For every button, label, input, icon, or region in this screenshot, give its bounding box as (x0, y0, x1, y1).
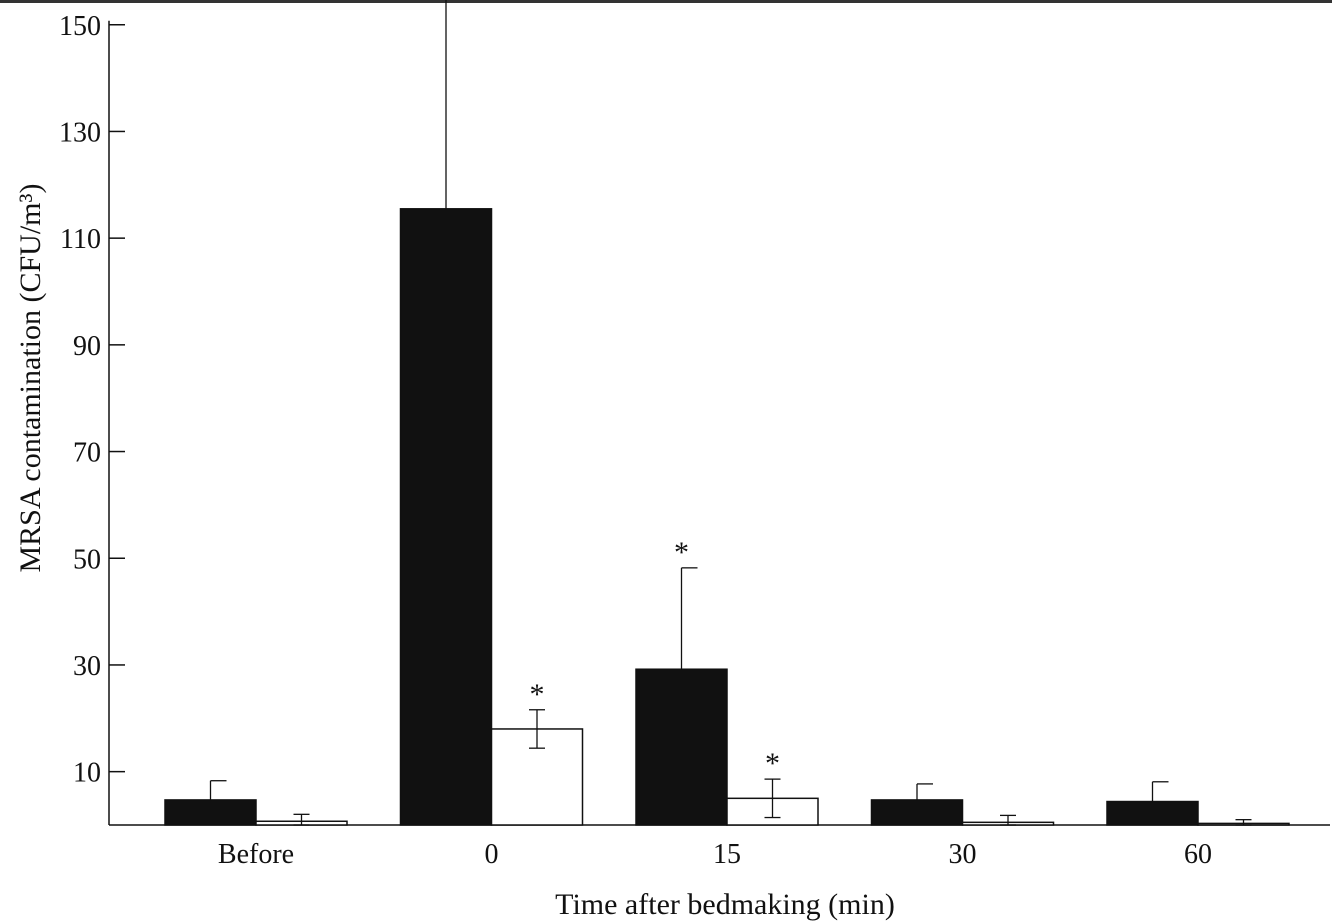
error-bars (209, 0, 1252, 826)
top-border-line (0, 0, 1332, 3)
y-tick-label: 150 (59, 11, 101, 42)
bar (164, 799, 257, 826)
bar (870, 799, 964, 826)
significance-markers: * * * (530, 536, 781, 780)
x-tick-label: 30 (949, 839, 977, 870)
y-tick-label: 30 (73, 651, 101, 682)
x-axis-title: Time after bedmaking (min) (555, 888, 895, 921)
bars (164, 208, 1290, 826)
y-tick-label: 130 (59, 117, 101, 148)
y-tick-label: 10 (73, 758, 101, 789)
significance-star: * (530, 678, 545, 711)
x-tick-label: Before (218, 839, 294, 870)
significance-star: * (674, 536, 689, 569)
x-tick-label: 60 (1184, 839, 1212, 870)
y-axis-title: MRSA contamination (CFU/m³) (14, 183, 47, 572)
y-tick-label: 110 (60, 224, 101, 255)
x-tick-label: 0 (485, 839, 499, 870)
y-tick-label: 90 (73, 331, 101, 362)
bar (1106, 800, 1199, 826)
y-tick-label: 70 (73, 438, 101, 469)
bar (399, 208, 493, 826)
bar (635, 668, 728, 826)
x-tick-label: 15 (713, 839, 741, 870)
significance-star: * (765, 747, 780, 780)
tick-labels: 10 30 50 70 90 110 130 150 Before 0 15 30 60 (59, 11, 1212, 870)
y-tick-label: 50 (73, 544, 101, 575)
